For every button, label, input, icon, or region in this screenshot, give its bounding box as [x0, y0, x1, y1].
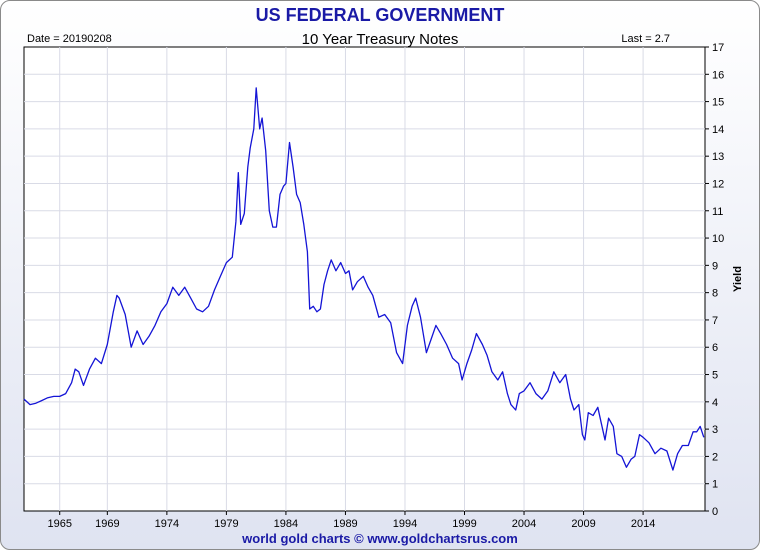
y-tick-label: 16 — [712, 69, 724, 81]
y-tick-label: 10 — [712, 233, 724, 245]
y-tick-label: 3 — [712, 424, 718, 436]
x-tick-label: 1965 — [47, 518, 71, 530]
x-tick-label: 2014 — [631, 518, 655, 530]
x-tick-label: 1974 — [155, 518, 179, 530]
y-tick-label: 4 — [712, 397, 718, 409]
y-tick-label: 0 — [712, 506, 718, 518]
date-label: Date = 20190208 — [27, 33, 112, 45]
x-tick-label: 1994 — [393, 518, 417, 530]
x-tick-label: 1999 — [452, 518, 476, 530]
y-tick-label: 12 — [712, 178, 724, 190]
y-tick-label: 7 — [712, 315, 718, 327]
y-tick-label: 6 — [712, 342, 718, 354]
y-tick-label: 2 — [712, 451, 718, 463]
y-tick-label: 14 — [712, 124, 724, 136]
y-tick-label: 8 — [712, 288, 718, 300]
grid — [24, 47, 705, 511]
y-tick-label: 9 — [712, 260, 718, 272]
chart-title: 10 Year Treasury Notes — [302, 31, 459, 48]
x-tick-label: 2009 — [571, 518, 595, 530]
y-tick-label: 11 — [712, 206, 723, 218]
x-tick-label: 2004 — [512, 518, 536, 530]
page-title: US FEDERAL GOVERNMENT — [256, 5, 505, 25]
credit-text: world gold charts © www.goldchartsrus.co… — [241, 531, 518, 546]
y-tick-label: 1 — [712, 479, 718, 491]
y-tick-label: 13 — [712, 151, 724, 163]
last-label: Last = 2.7 — [621, 33, 670, 45]
x-tick-label: 1984 — [274, 518, 298, 530]
series-line-10y-yield — [23, 87, 705, 471]
y-axis-label: Yield — [732, 266, 744, 292]
x-axis: 1965 1969 1974 1979 1984 1989 1994 1999 2004 2009… — [47, 511, 655, 530]
x-tick-label: 1989 — [333, 518, 357, 530]
x-tick-label: 1979 — [214, 518, 238, 530]
y-tick-label: 5 — [712, 370, 718, 382]
y-tick-label: 17 — [712, 42, 724, 54]
y-tick-label: 15 — [712, 97, 724, 109]
x-tick-label: 1969 — [95, 518, 119, 530]
